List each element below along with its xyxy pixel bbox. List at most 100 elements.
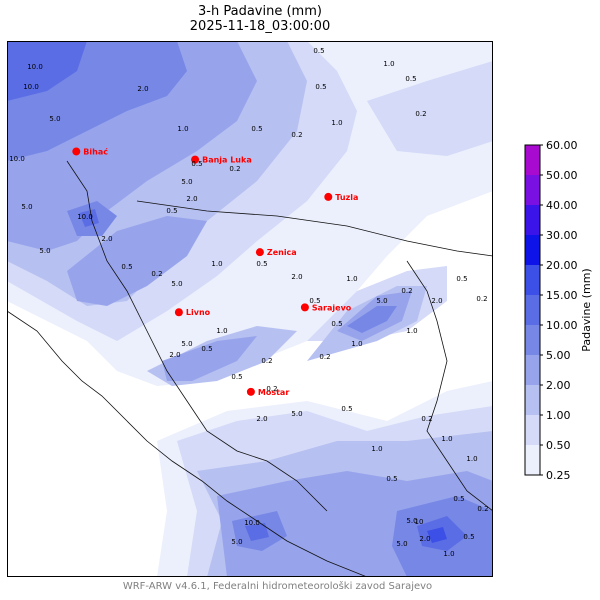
colorbar-tick-label: 40.00 [546,199,578,212]
contour-label: 2.0 [186,195,197,203]
city-marker [300,303,309,312]
city-label: Banja Luka [202,156,252,165]
contour-label: 0.5 [456,275,467,283]
contour-label: 2.0 [291,273,302,281]
colorbar-frame [524,144,541,476]
contour-label: 5.0 [291,410,302,418]
colorbar-segment [525,415,540,445]
colorbar-tick-label: 50.00 [546,169,578,182]
contour-label: 0.5 [201,345,212,353]
colorbar-segment [525,325,540,355]
contour-label: 0.2 [229,165,240,173]
contour-label: 0.2 [477,505,488,513]
city-marker [246,387,255,396]
contour-label: 10.0 [27,63,43,71]
colorbar-segment [525,235,540,265]
contour-label: 0.5 [309,297,320,305]
contour-label: 0.2 [421,415,432,423]
contour-label: 1.0 [216,327,227,335]
colorbar-tick-label: 1.00 [546,409,571,422]
precip-area-10 [245,523,269,541]
colorbar-segment [525,175,540,205]
precip-area-5 [347,306,397,333]
contour-label: 0.5 [405,75,416,83]
contour-label: 0.5 [251,125,262,133]
contour-label: 0.2 [401,287,412,295]
colorbar-tick-label: 10.00 [546,319,578,332]
borders [7,160,493,577]
contour-label: 1.0 [351,340,362,348]
contour-label: 0.2 [261,357,272,365]
colorbar: 0.25 0.50 1.00 2.00 5.00 10.00 15.00 20.00 30.00… [524,139,593,480]
colorbar-label: Padavine (mm) [580,268,593,351]
contour-label: 2.0 [101,235,112,243]
contour-label: 0.2 [415,110,426,118]
precipitation-map: Bihać Banja Luka Tuzla Zenica Livno Sarajevo M… [7,41,493,577]
contour-label: 0.5 [386,475,397,483]
precip-area-10 [79,209,99,227]
contour-label: 0.2 [476,295,487,303]
coastline [7,310,368,577]
colorbar-tick-label: 0.50 [546,439,571,452]
contour-label: 1.0 [211,260,222,268]
colorbar-segment [525,265,540,295]
contour-label: 1.0 [346,275,357,283]
contour-label: 2.0 [169,351,180,359]
contour-label: 0.5 [191,160,202,168]
contour-label: 5.0 [406,517,417,525]
contour-label: 1.0 [443,550,454,558]
city-marker [191,155,200,164]
contour-label: 1.0 [383,60,394,68]
contour-label: 5.0 [21,203,32,211]
contour-label: 5.0 [396,540,407,548]
city-label: Zenica [267,248,297,257]
precip-area-2 [67,216,207,306]
colorbar-segment [525,355,540,385]
colorbar-tick-label: 0.25 [546,469,571,480]
contour-label: 1.0 [371,445,382,453]
city-label: Mostar [258,388,289,397]
colorbar-segment [525,445,540,475]
contour-label: 0.2 [291,131,302,139]
contour-label: 5.0 [181,178,192,186]
contour-label: 10.0 [23,83,39,91]
contour-labels: 0.50.51.00.50.210.010.0 2.05.010.01.0 0.50… [9,47,488,558]
colorbar-segment [525,205,540,235]
country-border [136,200,493,257]
contour-label: 0.5 [256,260,267,268]
city-label: Livno [186,308,211,317]
precip-area-2 [162,336,257,381]
contour-label: 2.0 [419,535,430,543]
colorbar-tick-label: 2.00 [546,379,571,392]
contour-label: 2.0 [431,297,442,305]
colorbar-tick-label: 5.00 [546,349,571,362]
city-marker [324,192,333,201]
city-marker [255,248,264,257]
contour-label: 10.0 [244,519,260,527]
map-subtitle: 2025-11-18_03:00:00 [189,19,331,34]
country-border [66,160,328,512]
city-label: Tuzla [335,193,358,202]
contour-label: 0.2 [319,353,330,361]
city-marker [72,147,81,156]
colorbar-segment [525,295,540,325]
contour-label: 5.0 [231,538,242,546]
colorbar-segment [525,145,540,175]
contour-label: 10.0 [9,155,25,163]
map-frame [7,41,493,577]
contour-label: 1.0 [177,125,188,133]
precip-area-15 [427,527,447,543]
contour-label: 0.5 [313,47,324,55]
contour-label: 0.5 [463,533,474,541]
contour-label: 0.5 [453,495,464,503]
contour-label: 1.0 [466,455,477,463]
city-label: Sarajevo [312,303,352,312]
city-marker [174,308,183,317]
contour-label: 5.0 [171,280,182,288]
contour-label: 0.5 [121,263,132,271]
contour-label: 5.0 [39,247,50,255]
precip-area-10 [7,41,87,101]
contour-label: 5.0 [181,340,192,348]
precip-area-0-5 [367,61,493,156]
colorbar-tick-label: 15.00 [546,289,578,302]
